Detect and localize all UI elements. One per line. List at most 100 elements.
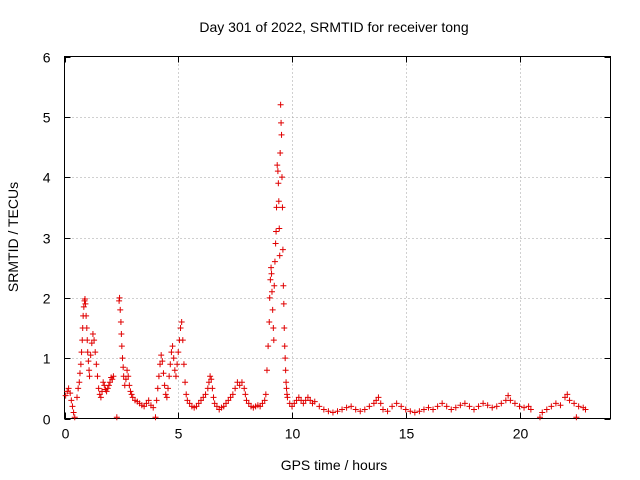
data-point — [117, 318, 124, 325]
data-point — [154, 385, 161, 392]
data-point — [86, 367, 93, 374]
data-point — [86, 373, 93, 380]
data-point — [527, 406, 534, 413]
data-point — [259, 400, 266, 407]
data-point — [113, 414, 120, 421]
data-point — [236, 382, 243, 389]
y-tick-label: 0 — [43, 412, 51, 428]
data-point — [300, 400, 307, 407]
data-point — [241, 385, 248, 392]
data-point — [79, 337, 86, 344]
y-tick-label: 5 — [43, 110, 51, 126]
data-point — [242, 391, 249, 398]
data-point — [159, 358, 166, 365]
data-point — [493, 403, 500, 410]
x-tick-label: 15 — [399, 426, 415, 442]
y-tick-label: 6 — [43, 50, 51, 66]
data-point — [266, 318, 273, 325]
data-point — [157, 361, 164, 368]
data-point — [339, 406, 346, 413]
data-point — [283, 379, 290, 386]
data-point — [277, 150, 284, 157]
data-point — [229, 391, 236, 398]
data-point — [232, 385, 239, 392]
data-point — [316, 403, 323, 410]
data-point — [325, 408, 332, 415]
data-point — [76, 370, 83, 377]
data-point — [380, 406, 386, 413]
data-point — [183, 391, 190, 398]
data-point — [153, 397, 160, 404]
data-point — [119, 355, 126, 362]
data-point — [213, 403, 220, 410]
data-point — [375, 394, 382, 401]
data-point — [184, 397, 191, 404]
x-tick-labels: 0 5 10 15 20 — [62, 426, 529, 442]
data-point — [582, 406, 589, 413]
data-point — [87, 352, 94, 359]
data-point — [210, 394, 217, 401]
data-point — [262, 391, 269, 398]
data-point — [329, 409, 336, 416]
data-point — [103, 388, 110, 395]
data-point — [84, 349, 91, 356]
data-point — [552, 400, 559, 407]
data-point — [564, 391, 571, 398]
data-point — [507, 397, 514, 404]
data-point — [223, 400, 230, 407]
data-point — [543, 406, 550, 413]
data-point — [516, 403, 523, 410]
data-point — [280, 282, 287, 289]
data-point — [117, 306, 124, 313]
grid-lines — [64, 56, 611, 419]
y-axis-label: SRMTID / TECUs — [5, 182, 21, 292]
data-point — [505, 392, 512, 399]
data-point — [172, 373, 179, 380]
data-point — [289, 403, 295, 410]
data-point — [89, 331, 96, 338]
data-point — [178, 318, 185, 325]
data-point — [278, 119, 285, 126]
data-point — [67, 390, 74, 397]
data-point — [407, 408, 414, 415]
data-point — [279, 246, 286, 253]
data-point — [95, 385, 102, 392]
data-point — [480, 400, 487, 407]
data-point — [211, 400, 218, 407]
data-point — [370, 400, 377, 407]
data-point — [278, 131, 285, 138]
data-point — [402, 406, 409, 413]
data-point — [161, 382, 168, 389]
data-point — [393, 400, 400, 407]
data-point — [434, 403, 441, 410]
data-point — [489, 404, 496, 411]
data-point — [377, 400, 384, 407]
data-point — [566, 397, 573, 404]
data-point — [280, 300, 287, 307]
data-point — [282, 367, 289, 374]
data-point — [118, 343, 125, 350]
y-tick-label: 4 — [43, 170, 51, 186]
data-point — [116, 294, 123, 301]
data-point — [225, 397, 232, 404]
data-point — [275, 198, 282, 205]
data-point — [118, 331, 125, 338]
data-point — [200, 394, 207, 401]
data-point — [163, 394, 170, 401]
y-tick-label: 1 — [43, 351, 51, 367]
data-point — [282, 355, 289, 362]
data-point — [96, 391, 103, 398]
data-point — [84, 337, 91, 344]
data-point — [452, 404, 459, 411]
data-point — [279, 204, 286, 211]
y-tick-labels: 0 1 2 3 4 5 6 — [43, 50, 51, 428]
data-point — [227, 394, 234, 401]
data-point — [92, 349, 99, 356]
data-point — [150, 404, 157, 411]
x-tick-label: 20 — [513, 426, 529, 442]
data-point — [152, 414, 159, 421]
data-point — [548, 403, 555, 410]
x-tick-label: 0 — [62, 426, 70, 442]
data-point — [430, 406, 437, 413]
data-point — [202, 391, 209, 398]
